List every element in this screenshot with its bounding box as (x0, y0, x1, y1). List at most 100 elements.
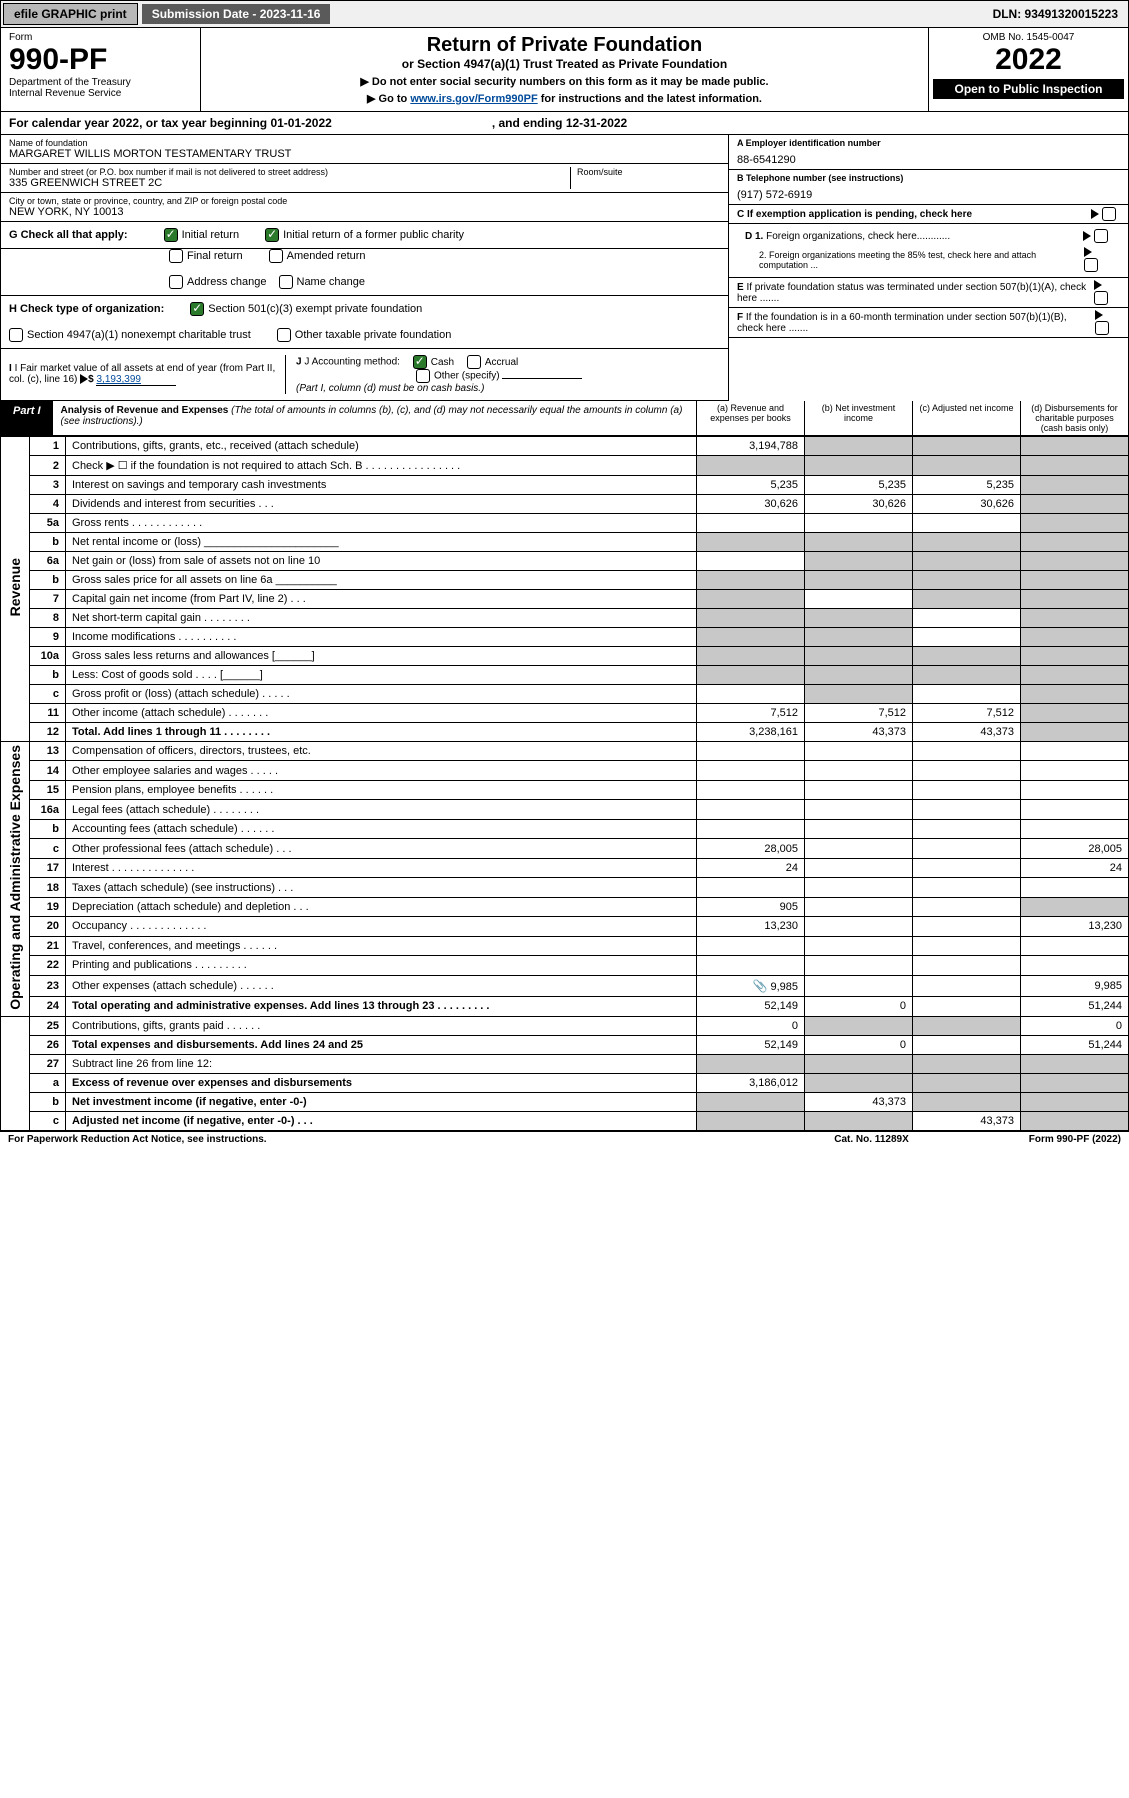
amended-chk[interactable] (269, 249, 283, 263)
amt-cell (1021, 476, 1129, 495)
amt-cell (913, 552, 1021, 571)
line-desc: Taxes (attach schedule) (see instruction… (66, 878, 697, 897)
amt-cell (913, 936, 1021, 955)
amt-cell (913, 1092, 1021, 1111)
amt-cell: 3,194,788 (697, 437, 805, 456)
line-no: 17 (30, 858, 66, 877)
amt-cell (805, 533, 913, 552)
col-c: (c) Adjusted net income (912, 401, 1020, 435)
line-no: 15 (30, 780, 66, 799)
amt-cell (1021, 647, 1129, 666)
amt-cell (913, 647, 1021, 666)
amt-cell (1021, 666, 1129, 685)
phone-cell: B Telephone number (see instructions) (9… (729, 170, 1128, 205)
line-desc: Check ▶ ☐ if the foundation is not requi… (66, 456, 697, 476)
amt-cell (1021, 780, 1129, 799)
amt-cell: 7,512 (697, 704, 805, 723)
initial-former-chk[interactable] (265, 228, 279, 242)
amt-cell: 43,373 (805, 1092, 913, 1111)
city-row: City or town, state or province, country… (1, 193, 728, 222)
amt-cell (913, 666, 1021, 685)
line-desc: Other employee salaries and wages . . . … (66, 761, 697, 780)
line-no: c (30, 1111, 66, 1130)
line-desc: Depreciation (attach schedule) and deple… (66, 897, 697, 916)
line-no: 4 (30, 495, 66, 514)
amt-cell (805, 761, 913, 780)
form-title: Return of Private Foundation (207, 34, 922, 57)
amt-cell: 52,149 (697, 1035, 805, 1054)
c-chk[interactable] (1102, 207, 1116, 221)
fmv-link[interactable]: 3,193,399 (96, 374, 176, 386)
line-no: 12 (30, 723, 66, 742)
amt-cell (913, 1016, 1021, 1035)
amt-cell (805, 437, 913, 456)
address-change-chk[interactable] (169, 275, 183, 289)
foundation-name: Name of foundation MARGARET WILLIS MORTO… (1, 135, 728, 164)
line-desc: Accounting fees (attach schedule) . . . … (66, 819, 697, 838)
cash-chk[interactable] (413, 355, 427, 369)
other-taxable-chk[interactable] (277, 328, 291, 342)
amt-cell (913, 590, 1021, 609)
amt-cell: 📎 9,985 (697, 975, 805, 997)
amt-cell (1021, 956, 1129, 975)
e-chk[interactable] (1094, 291, 1108, 305)
line-no: 3 (30, 476, 66, 495)
amt-cell (1021, 533, 1129, 552)
f-chk[interactable] (1095, 321, 1109, 335)
501c3-chk[interactable] (190, 302, 204, 316)
amt-cell (1021, 819, 1129, 838)
form-header: Form 990-PF Department of the Treasury I… (0, 28, 1129, 112)
irs-link[interactable]: www.irs.gov/Form990PF (410, 93, 537, 105)
amt-cell: 0 (1021, 1016, 1129, 1035)
amt-cell (913, 858, 1021, 877)
amt-cell: 30,626 (697, 495, 805, 514)
name-change-chk[interactable] (279, 275, 293, 289)
amt-cell (1021, 456, 1129, 476)
amt-cell: 7,512 (805, 704, 913, 723)
other-spec-chk[interactable] (416, 369, 430, 383)
final-return-chk[interactable] (169, 249, 183, 263)
amt-cell (913, 878, 1021, 897)
initial-return-chk[interactable] (164, 228, 178, 242)
dln: DLN: 93491320015223 (983, 4, 1128, 24)
amt-cell (913, 742, 1021, 761)
amt-cell (913, 437, 1021, 456)
amt-cell: 28,005 (697, 839, 805, 858)
line-no: b (30, 571, 66, 590)
d1-chk[interactable] (1094, 229, 1108, 243)
amt-cell: 28,005 (1021, 839, 1129, 858)
amt-cell (1021, 514, 1129, 533)
line-desc: Other income (attach schedule) . . . . .… (66, 704, 697, 723)
attachment-icon[interactable]: 📎 (752, 979, 767, 993)
line-no: c (30, 685, 66, 704)
amt-cell (1021, 897, 1129, 916)
header-right: OMB No. 1545-0047 2022 Open to Public In… (928, 28, 1128, 111)
amt-cell (1021, 878, 1129, 897)
amt-cell (697, 456, 805, 476)
amt-cell (805, 800, 913, 819)
line-no: 13 (30, 742, 66, 761)
line-no: b (30, 666, 66, 685)
accrual-chk[interactable] (467, 355, 481, 369)
page-footer: For Paperwork Reduction Act Notice, see … (0, 1131, 1129, 1147)
amt-cell: 9,985 (1021, 975, 1129, 997)
amt-cell: 51,244 (1021, 1035, 1129, 1054)
line-no: 26 (30, 1035, 66, 1054)
line-no: a (30, 1073, 66, 1092)
amt-cell (1021, 761, 1129, 780)
address-row: Number and street (or P.O. box number if… (1, 164, 728, 193)
amt-cell (913, 1054, 1021, 1073)
d2-chk[interactable] (1084, 258, 1098, 272)
line-no: 20 (30, 917, 66, 936)
efile-btn[interactable]: efile GRAPHIC print (3, 3, 138, 25)
line-desc: Net investment income (if negative, ente… (66, 1092, 697, 1111)
amt-cell: 43,373 (913, 1111, 1021, 1130)
line-no: 23 (30, 975, 66, 997)
4947-chk[interactable] (9, 328, 23, 342)
amt-cell (697, 628, 805, 647)
amt-cell (805, 956, 913, 975)
line-desc: Gross rents . . . . . . . . . . . . (66, 514, 697, 533)
amt-cell (805, 878, 913, 897)
amt-cell: 0 (805, 1035, 913, 1054)
amt-cell (913, 1073, 1021, 1092)
